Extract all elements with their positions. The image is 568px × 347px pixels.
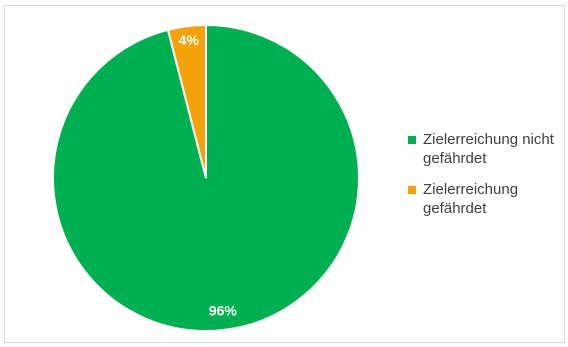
legend-item-at-risk: Zielerreichung gefährdet xyxy=(405,180,565,218)
legend: Zielerreichung nicht gefährdet Zielerrei… xyxy=(405,130,565,230)
pie-slice-1 xyxy=(166,23,207,179)
legend-item-not-at-risk: Zielerreichung nicht gefährdet xyxy=(405,130,565,168)
legend-label-not-at-risk: Zielerreichung nicht gefährdet xyxy=(423,131,554,167)
legend-label-at-risk: Zielerreichung gefährdet xyxy=(423,181,519,217)
legend-swatch-at-risk xyxy=(408,186,416,194)
legend-swatch-not-at-risk xyxy=(408,136,416,144)
pie-slice-label-0: 96% xyxy=(209,302,238,318)
pie-slice-label-1: 4% xyxy=(179,32,200,48)
